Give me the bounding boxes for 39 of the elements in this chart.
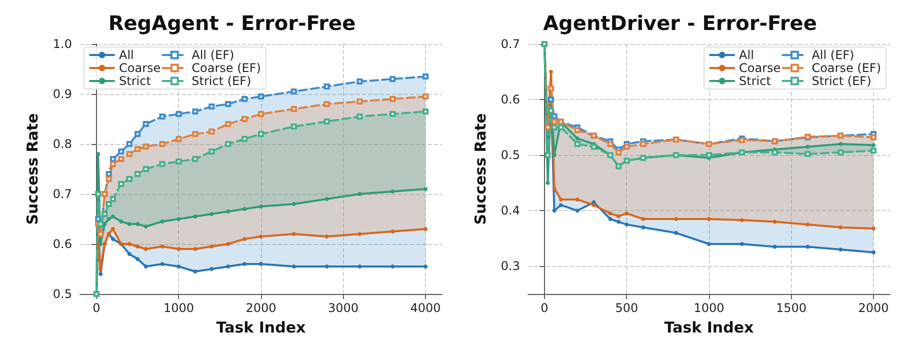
legend-label: All (119, 48, 134, 62)
y-tick-label: 1.0 (52, 37, 72, 51)
y-tick-label: 0.5 (500, 148, 520, 162)
legend-label: Strict (119, 74, 152, 88)
x-tick-label: 2000 (246, 301, 276, 315)
legend-label: Coarse (EF) (192, 61, 261, 75)
legend-label: Coarse (EF) (812, 61, 882, 75)
legend-label: Coarse (119, 61, 161, 75)
y-tick-label: 0.5 (52, 287, 72, 301)
y-tick-label: 0.7 (500, 37, 520, 51)
x-axis-title: Task Index (216, 318, 306, 336)
y-axis-title: Success Rate (472, 113, 490, 225)
y-tick-label: 0.6 (52, 237, 72, 251)
x-tick-label: 0 (92, 301, 100, 315)
legend-label: Strict (739, 74, 772, 88)
y-tick-label: 0.4 (500, 204, 520, 218)
x-tick-label: 1000 (163, 301, 194, 315)
y-axis-title: Success Rate (24, 113, 42, 225)
x-tick-label: 4000 (410, 301, 441, 315)
x-tick-label: 0 (540, 301, 548, 315)
y-tick-label: 0.8 (52, 137, 72, 151)
legend-label: Strict (EF) (812, 74, 872, 88)
x-tick-label: 3000 (328, 301, 359, 315)
chart-title: AgentDriver - Error-Free (543, 11, 817, 35)
y-tick-label: 0.7 (52, 187, 72, 201)
x-tick-label: 500 (615, 301, 638, 315)
y-tick-label: 0.3 (500, 259, 520, 274)
x-tick-label: 1000 (694, 301, 724, 315)
legend-label: All (739, 48, 754, 62)
legend-label: All (EF) (812, 48, 854, 62)
y-tick-label: 0.6 (500, 92, 520, 107)
legend-label: All (EF) (192, 48, 234, 62)
legend-label: Coarse (739, 61, 781, 75)
legend-label: Strict (EF) (192, 74, 252, 88)
x-tick-label: 2000 (858, 301, 889, 315)
chart-title: RegAgent - Error-Free (108, 11, 356, 35)
y-tick-label: 0.9 (52, 87, 72, 101)
x-axis-title: Task Index (664, 318, 754, 336)
x-tick-label: 1500 (776, 301, 807, 315)
